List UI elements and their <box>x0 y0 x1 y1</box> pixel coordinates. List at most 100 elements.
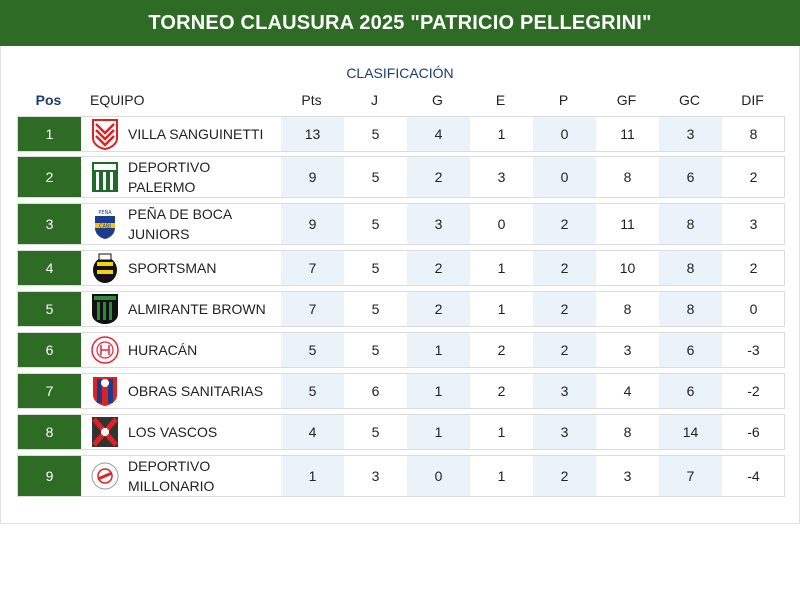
table-row: 6 HURACÁN 5 5 1 2 2 3 6 -3 <box>17 332 785 368</box>
stat-j: 5 <box>371 169 380 185</box>
position-cell: 9 <box>18 456 81 496</box>
team-name[interactable]: DEPORTIVO MILLONARIO <box>128 458 215 494</box>
table-header: Pos EQUIPO Pts J G E P GF GC DIF <box>17 92 785 110</box>
position-cell: 6 <box>18 333 81 367</box>
position-cell: 2 <box>18 157 81 197</box>
position-cell: 8 <box>18 415 81 449</box>
stat-p: 3 <box>533 415 596 449</box>
team-name[interactable]: OBRAS SANITARIAS <box>128 383 264 399</box>
huracan-crest-icon <box>91 334 119 366</box>
table-row: 3 PEÑA CABJ PEÑA DE BOCA JUNIORS 9 5 3 0 2 11 8 3 <box>17 203 785 245</box>
svg-text:PEÑA: PEÑA <box>98 209 112 216</box>
table-row: 8 LOS VASCOS 4 5 1 1 3 8 14 -6 <box>17 414 785 450</box>
stat-dif: 8 <box>749 126 758 142</box>
stat-e: 2 <box>497 383 506 399</box>
table-row: 5 ALMIRANTE BROWN 7 5 2 1 2 8 8 0 <box>17 291 785 327</box>
sportsman-crest-icon <box>91 252 119 284</box>
stat-dif: -2 <box>747 383 760 399</box>
stat-j: 5 <box>371 126 380 142</box>
stat-g: 1 <box>407 374 470 408</box>
team-name[interactable]: PEÑA DE BOCA JUNIORS <box>128 206 232 242</box>
table-row: 9 DEPORTIVO MILLONARIO 1 3 0 1 2 3 7 -4 <box>17 455 785 497</box>
stat-j: 5 <box>371 342 380 358</box>
position-cell: 5 <box>18 292 81 326</box>
stat-g: 3 <box>407 204 470 244</box>
col-g: G <box>432 92 443 108</box>
villa-sanguinetti-crest-icon <box>91 118 119 151</box>
stat-p: 3 <box>533 374 596 408</box>
team-name[interactable]: DEPORTIVO PALERMO <box>128 159 211 195</box>
team-name[interactable]: SPORTSMAN <box>128 260 217 276</box>
stat-dif: 0 <box>749 301 758 317</box>
obras-sanitarias-crest-icon <box>91 375 119 407</box>
stat-g: 1 <box>407 415 470 449</box>
stat-pts: 9 <box>281 157 344 197</box>
stat-j: 5 <box>371 260 380 276</box>
stat-gc: 6 <box>659 374 722 408</box>
svg-text:CABJ: CABJ <box>99 224 111 230</box>
stat-gc: 8 <box>659 292 722 326</box>
team-name[interactable]: ALMIRANTE BROWN <box>128 301 266 317</box>
stat-e: 1 <box>497 424 506 440</box>
stat-p: 2 <box>533 456 596 496</box>
position-cell: 1 <box>18 117 81 151</box>
stat-pts: 7 <box>281 292 344 326</box>
stat-gc: 14 <box>659 415 722 449</box>
stat-gf: 8 <box>623 301 632 317</box>
stat-j: 5 <box>371 424 380 440</box>
table-row: 2 DEPORTIVO PALERMO 9 5 2 3 0 8 6 2 <box>17 156 785 198</box>
stat-e: 1 <box>497 468 506 484</box>
position-cell: 7 <box>18 374 81 408</box>
almirante-brown-crest-icon <box>91 293 119 325</box>
col-team: EQUIPO <box>90 92 145 108</box>
table-row: 1 VILLA SANGUINETTI 13 5 4 1 0 11 3 8 <box>17 116 785 152</box>
stat-gf: 3 <box>623 342 632 358</box>
table-row: 7 OBRAS SANITARIAS 5 6 1 2 3 4 6 -2 <box>17 373 785 409</box>
stat-e: 1 <box>497 260 506 276</box>
page-title: TORNEO CLAUSURA 2025 "PATRICIO PELLEGRIN… <box>148 11 652 34</box>
team-name[interactable]: VILLA SANGUINETTI <box>128 126 264 142</box>
stat-gc: 6 <box>659 157 722 197</box>
col-pos: Pos <box>35 92 62 108</box>
stat-g: 1 <box>407 333 470 367</box>
stat-j: 6 <box>371 383 380 399</box>
stat-gc: 8 <box>659 251 722 285</box>
stat-p: 2 <box>533 292 596 326</box>
stat-dif: -4 <box>747 468 760 484</box>
stat-j: 3 <box>371 468 380 484</box>
stat-e: 1 <box>497 301 506 317</box>
stat-g: 2 <box>407 251 470 285</box>
stat-gf: 3 <box>623 468 632 484</box>
stat-e: 3 <box>497 169 506 185</box>
stat-pts: 5 <box>281 333 344 367</box>
stat-dif: 2 <box>749 260 758 276</box>
col-pts: Pts <box>301 92 322 108</box>
stat-p: 2 <box>533 333 596 367</box>
stat-p: 0 <box>533 157 596 197</box>
position-cell: 3 <box>18 204 81 244</box>
stat-dif: -3 <box>747 342 760 358</box>
stat-e: 1 <box>497 126 506 142</box>
stat-gf: 8 <box>623 169 632 185</box>
stat-gc: 8 <box>659 204 722 244</box>
stat-e: 0 <box>497 216 506 232</box>
stat-gf: 10 <box>619 260 636 276</box>
col-gf: GF <box>616 92 637 108</box>
team-name[interactable]: LOS VASCOS <box>128 424 218 440</box>
deportivo-millonario-crest-icon <box>91 460 119 492</box>
deportivo-palermo-crest-icon <box>91 161 119 193</box>
standings-panel: CLASIFICACIÓN Pos EQUIPO Pts J G E P GF … <box>0 46 800 524</box>
stat-gf: 11 <box>620 216 635 232</box>
stat-gc: 6 <box>659 333 722 367</box>
stat-pts: 9 <box>281 204 344 244</box>
stat-pts: 1 <box>281 456 344 496</box>
col-dif: DIF <box>741 92 764 108</box>
stat-pts: 13 <box>281 117 344 151</box>
col-j: J <box>371 92 378 108</box>
col-gc: GC <box>679 92 700 108</box>
stat-gc: 3 <box>659 117 722 151</box>
stat-p: 0 <box>533 117 596 151</box>
team-name[interactable]: HURACÁN <box>128 342 198 358</box>
stat-dif: 3 <box>749 216 758 232</box>
stat-gf: 11 <box>620 126 635 142</box>
